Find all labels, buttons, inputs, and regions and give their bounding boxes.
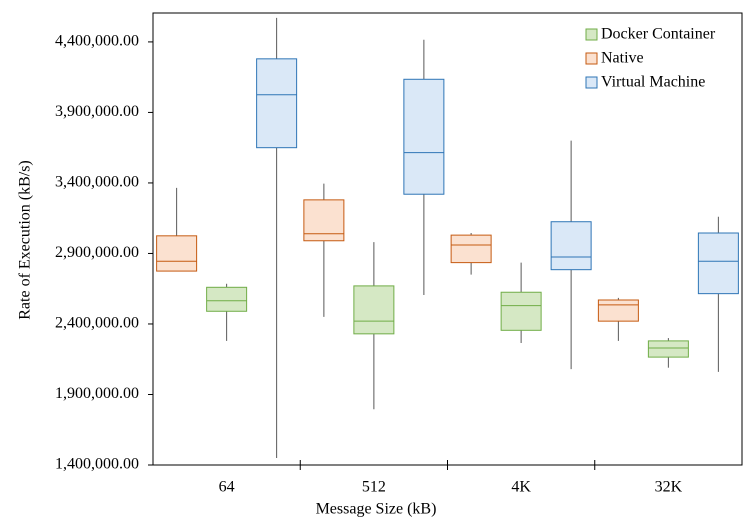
legend-swatch xyxy=(585,76,598,89)
box xyxy=(550,221,592,271)
box xyxy=(450,234,492,264)
box xyxy=(647,340,689,358)
x-tick-label: 32K xyxy=(655,479,683,496)
y-tick-label: 1,900,000.00 xyxy=(55,385,139,402)
y-tick-label: 2,400,000.00 xyxy=(55,315,139,332)
x-tick-label: 4K xyxy=(511,479,531,496)
box xyxy=(206,286,248,312)
legend-label: Virtual Machine xyxy=(601,74,705,91)
box xyxy=(597,299,639,322)
y-tick-label: 2,900,000.00 xyxy=(55,244,139,261)
y-tick-label: 4,400,000.00 xyxy=(55,33,139,50)
x-axis-title: Message Size (kB) xyxy=(316,501,437,518)
x-tick-label: 512 xyxy=(362,479,386,496)
y-axis-title: Rate of Execution (kB/s) xyxy=(17,160,34,320)
y-tick-label: 3,900,000.00 xyxy=(55,103,139,120)
box xyxy=(500,291,542,331)
box xyxy=(156,235,198,272)
x-tick-label: 64 xyxy=(219,479,235,496)
box xyxy=(697,232,739,295)
box xyxy=(353,285,395,335)
legend-label: Native xyxy=(601,50,644,67)
legend-swatch xyxy=(585,52,598,65)
y-tick-label: 1,400,000.00 xyxy=(55,456,139,473)
box xyxy=(256,58,298,149)
box xyxy=(403,78,445,195)
y-tick-label: 3,400,000.00 xyxy=(55,174,139,191)
legend-swatch xyxy=(585,28,598,41)
legend-label: Docker Container xyxy=(601,26,716,43)
box xyxy=(303,199,345,242)
